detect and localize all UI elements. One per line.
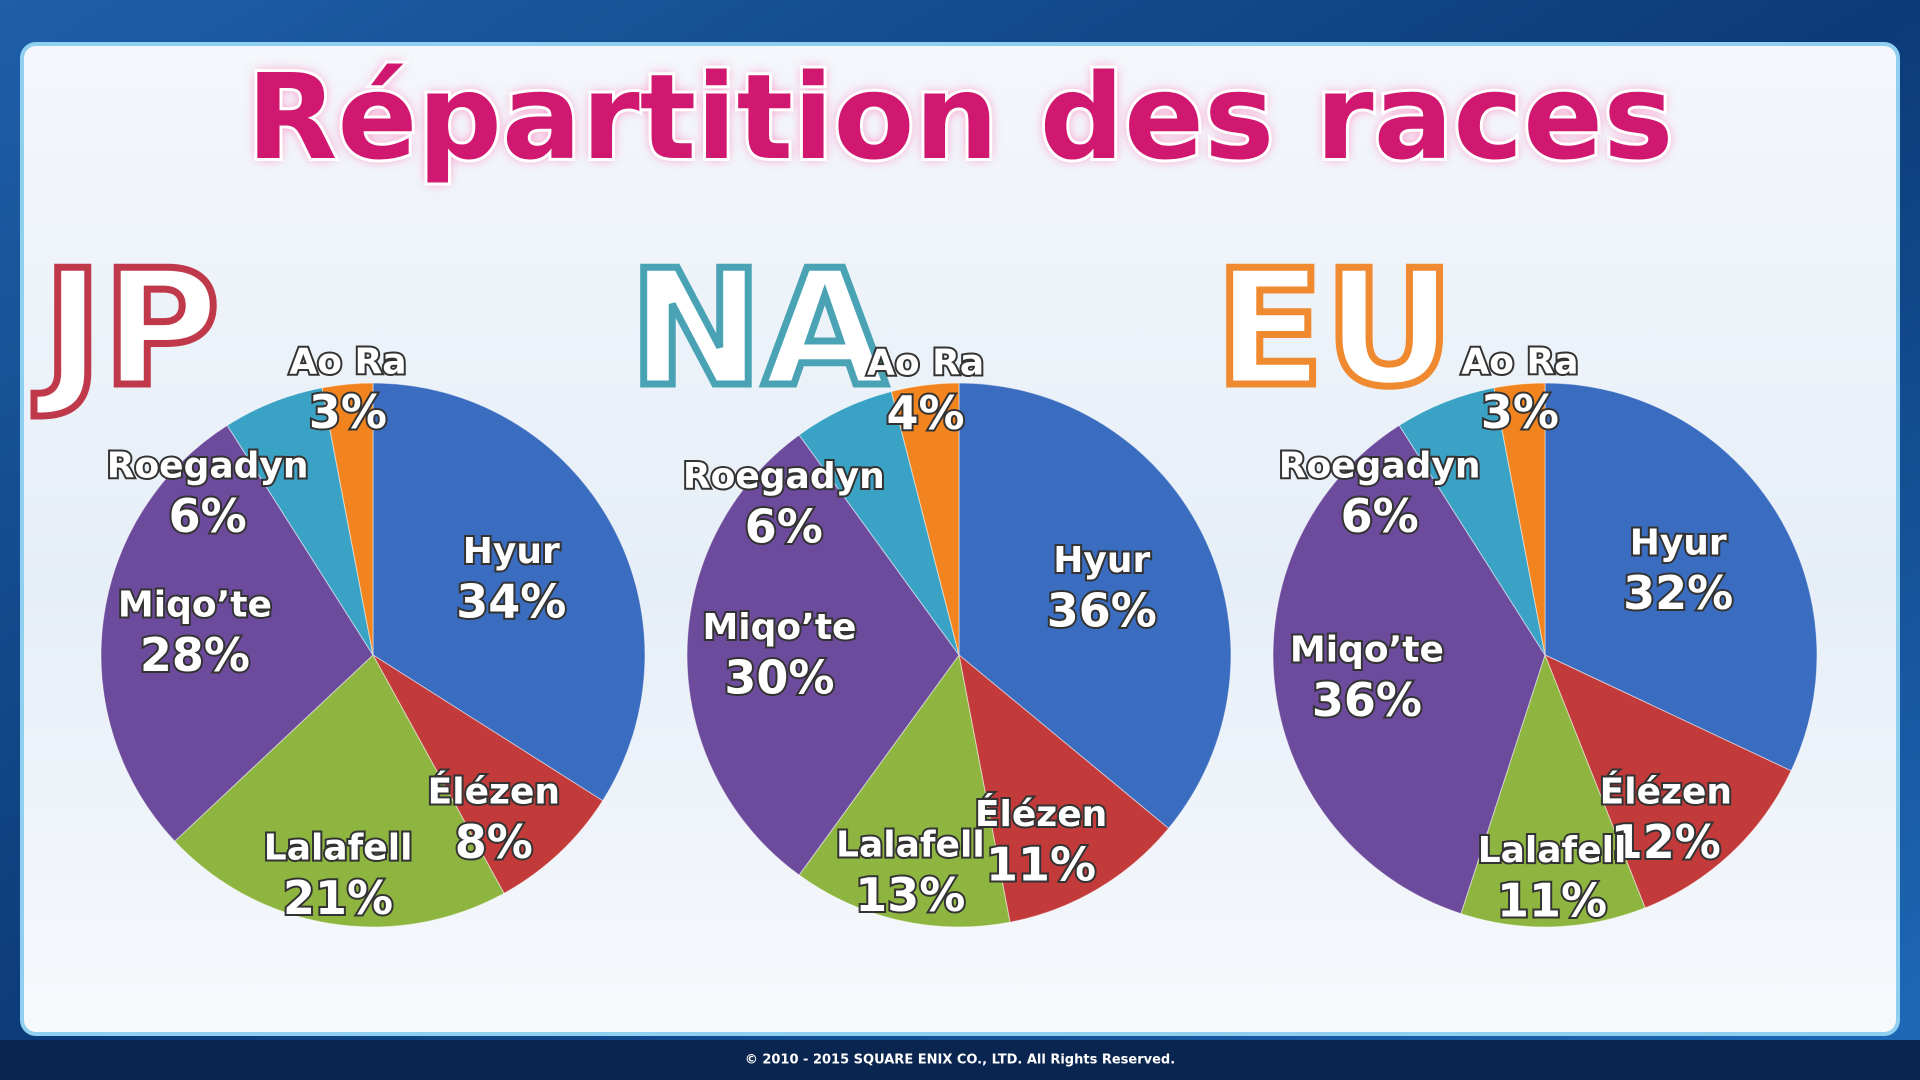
pie-slice (958, 382, 1232, 830)
slice-name: Élézen (1600, 770, 1732, 812)
slice-percent: 21% (283, 871, 393, 925)
slice-name: Ao Ra (867, 343, 984, 384)
slice-percent: 6% (169, 489, 247, 543)
slice-name: Hyur (463, 531, 560, 572)
pie-slice (1544, 382, 1818, 772)
slice-name: Hyur (1053, 540, 1150, 581)
pie-slice (798, 653, 1011, 928)
slice-name: Élézen (428, 770, 560, 812)
pie-slice (1493, 382, 1546, 656)
slice-percent: 6% (745, 500, 823, 554)
slice-name: Hyur (1630, 522, 1727, 563)
slice-percent: 36% (1047, 583, 1157, 637)
footer-bar (0, 1040, 1920, 1080)
chart-title: NA (629, 235, 887, 422)
slice-percent: 32% (1623, 566, 1733, 620)
slice-percent: 11% (1497, 873, 1607, 927)
chart-title: EU (1215, 235, 1454, 422)
slice-name: Roegadyn (1279, 445, 1481, 486)
slice-name: Lalafell (264, 827, 413, 868)
slice-name: Lalafell (836, 825, 985, 866)
pie-slice (1272, 424, 1546, 915)
slice-percent: 36% (1312, 673, 1422, 727)
slice-percent: 3% (309, 385, 387, 439)
slice-name: Ao Ra (289, 342, 406, 383)
pie-slice (890, 382, 960, 656)
pie-slice (372, 382, 646, 802)
slice-percent: 30% (724, 651, 834, 705)
pie-slice (372, 654, 604, 895)
chart-title: JP (34, 235, 220, 422)
slice-percent: 13% (855, 868, 965, 922)
pie-slice (174, 654, 505, 928)
slice-percent: 4% (887, 386, 965, 440)
pie-slice (1460, 653, 1646, 928)
pie-slice (958, 653, 1170, 923)
slice-name: Roegadyn (683, 456, 885, 497)
slice-name: Roegadyn (107, 445, 309, 486)
slice-percent: 12% (1611, 815, 1721, 869)
slice-percent: 6% (1341, 489, 1419, 543)
slice-percent: 11% (986, 837, 1096, 891)
slice-name: Miqo’te (1290, 629, 1444, 670)
slice-name: Lalafell (1478, 830, 1627, 871)
slice-name: Miqo’te (702, 607, 856, 648)
slice-percent: 34% (456, 574, 566, 628)
slice-name: Miqo’te (118, 585, 272, 626)
pie-slice (100, 424, 374, 842)
pie-slice (686, 434, 960, 876)
slice-percent: 28% (140, 628, 250, 682)
pie-slice (321, 382, 374, 656)
pie-slice (1544, 654, 1792, 909)
title-glow: Répartition des races (247, 48, 1674, 186)
slice-name: Élézen (975, 793, 1107, 835)
copyright: © 2010 - 2015 SQUARE ENIX CO., LTD. All … (745, 1053, 1175, 1068)
slice-percent: 8% (455, 815, 533, 869)
main-title: Répartition des races (247, 48, 1674, 186)
slice-name: Ao Ra (1461, 342, 1578, 383)
slice-percent: 3% (1481, 385, 1559, 439)
